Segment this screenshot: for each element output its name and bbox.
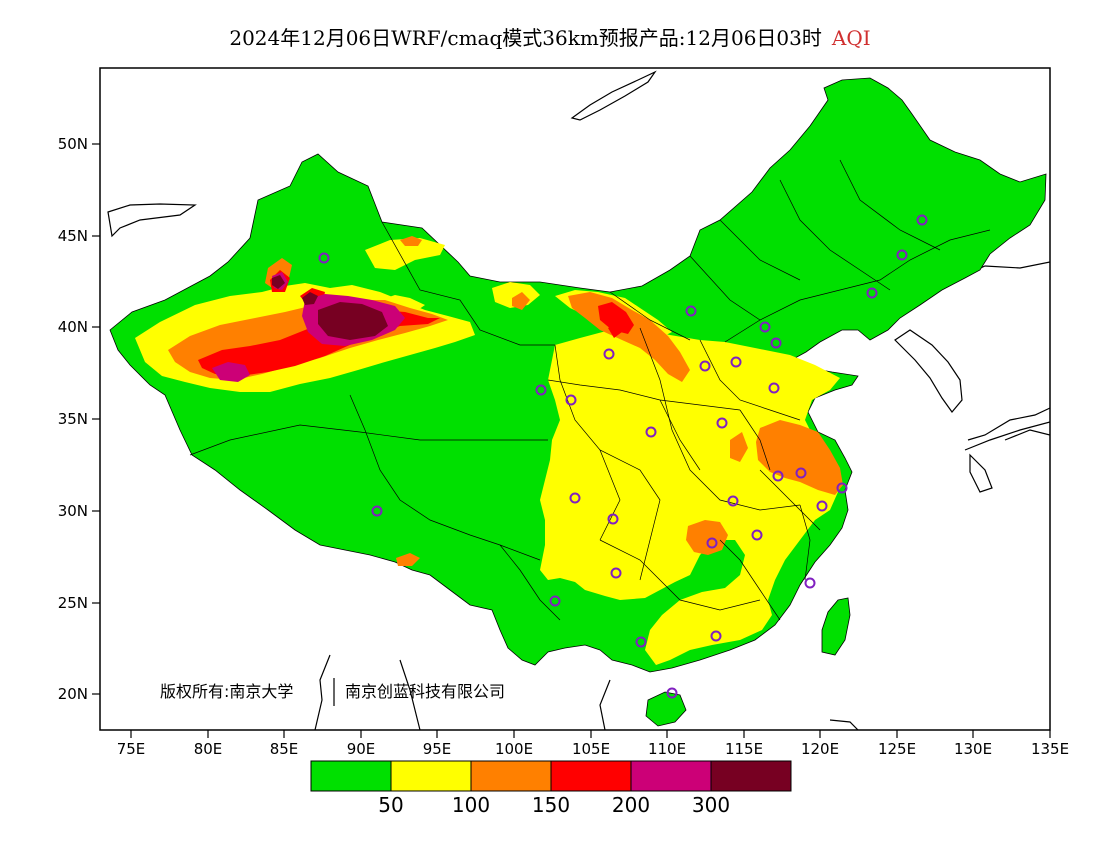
- lon-tick-label: 105E: [572, 740, 610, 758]
- station-marker: [836, 482, 848, 494]
- station-markers: [318, 214, 928, 699]
- station-marker: [610, 567, 622, 579]
- product-label: AQI: [831, 26, 871, 50]
- station-marker: [759, 321, 771, 333]
- station-marker: [549, 595, 561, 607]
- station-marker: [772, 470, 784, 482]
- lon-tick-label: 125E: [878, 740, 916, 758]
- station-marker: [371, 505, 383, 517]
- station-marker: [535, 384, 547, 396]
- lon-tick-label: 110E: [648, 740, 686, 758]
- legend-label: 200: [612, 793, 650, 817]
- lon-tick-label: 80E: [194, 740, 223, 758]
- copyright-company: 南京创蓝科技有限公司: [345, 682, 505, 701]
- tick-marks: [92, 143, 1051, 738]
- station-marker: [635, 636, 647, 648]
- taiwan: [821, 597, 851, 656]
- station-marker: [710, 630, 722, 642]
- lat-tick-label: 30N: [58, 502, 88, 520]
- lon-tick-label: 75E: [117, 740, 146, 758]
- lon-tick-label: 95E: [423, 740, 452, 758]
- station-marker: [896, 249, 908, 261]
- station-marker: [716, 417, 728, 429]
- legend-label: 300: [692, 793, 730, 817]
- lon-tick-label: 90E: [347, 740, 376, 758]
- station-marker: [565, 394, 577, 406]
- map-frame: [99, 67, 1051, 731]
- aqi-region-hazardous: [272, 275, 388, 340]
- station-marker: [685, 305, 697, 317]
- station-marker: [603, 348, 615, 360]
- station-marker: [706, 537, 718, 549]
- station-marker: [866, 287, 878, 299]
- legend-swatch: [391, 761, 471, 791]
- legend-swatch: [711, 761, 791, 791]
- station-marker: [318, 252, 330, 264]
- legend-label: 100: [452, 793, 490, 817]
- longitude-axis: 75E 80E 85E 90E 95E 100E 105E 110E 115E …: [117, 740, 1069, 758]
- station-marker: [569, 492, 581, 504]
- copyright-owner: 版权所有:南京大学: [160, 682, 293, 701]
- lon-tick-label: 100E: [495, 740, 533, 758]
- station-marker: [916, 214, 928, 226]
- lat-tick-label: 45N: [58, 227, 88, 245]
- map-title-text: 2024年12月06日WRF/cmaq模式36km预报产品:12月06日03时: [229, 26, 822, 50]
- lat-tick-label: 25N: [58, 594, 88, 612]
- station-marker: [666, 687, 678, 699]
- station-marker: [816, 500, 828, 512]
- station-marker: [770, 337, 782, 349]
- legend-swatch: [471, 761, 551, 791]
- lat-tick-label: 20N: [58, 685, 88, 703]
- legend-swatch: [551, 761, 631, 791]
- legend-label: 50: [378, 793, 403, 817]
- lon-tick-label: 135E: [1031, 740, 1069, 758]
- aqi-legend: 50 100 150 200 300: [310, 760, 792, 817]
- station-marker: [727, 495, 739, 507]
- lon-tick-label: 85E: [270, 740, 299, 758]
- coastlines: [107, 70, 1050, 730]
- station-marker: [768, 382, 780, 394]
- lat-tick-label: 35N: [58, 410, 88, 428]
- station-marker: [645, 426, 657, 438]
- station-marker: [804, 577, 816, 589]
- lat-tick-label: 40N: [58, 318, 88, 336]
- lon-tick-label: 130E: [954, 740, 992, 758]
- legend-swatch: [311, 761, 391, 791]
- legend-label: 150: [532, 793, 570, 817]
- station-marker: [751, 529, 763, 541]
- map-title: 2024年12月06日WRF/cmaq模式36km预报产品:12月06日03时 A…: [0, 22, 1100, 51]
- station-marker: [607, 513, 619, 525]
- hainan: [645, 691, 687, 727]
- lat-tick-label: 50N: [58, 135, 88, 153]
- legend-swatch: [631, 761, 711, 791]
- lon-tick-label: 120E: [801, 740, 839, 758]
- station-marker: [795, 467, 807, 479]
- province-borders: [189, 159, 991, 621]
- latitude-axis: 50N 45N 40N 35N 30N 25N 20N: [58, 135, 88, 703]
- station-marker: [730, 356, 742, 368]
- map-area: 版权所有:南京大学 南京创蓝科技有限公司: [107, 70, 1050, 730]
- lon-tick-label: 115E: [725, 740, 763, 758]
- station-marker: [699, 360, 711, 372]
